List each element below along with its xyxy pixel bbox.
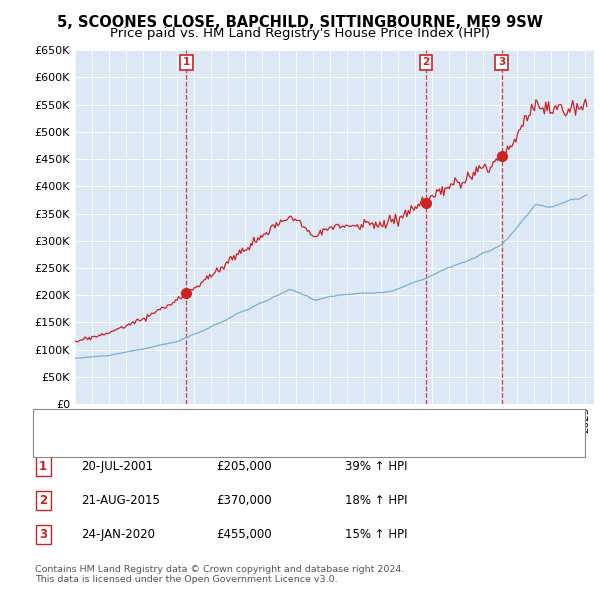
Text: 1: 1 (39, 460, 47, 473)
Text: 39% ↑ HPI: 39% ↑ HPI (345, 460, 407, 473)
Text: 1: 1 (183, 57, 190, 67)
Text: 3: 3 (498, 57, 505, 67)
Text: 24-JAN-2020: 24-JAN-2020 (81, 528, 155, 541)
Text: HPI: Average price, detached house, Swale: HPI: Average price, detached house, Swal… (70, 441, 310, 450)
Text: 5, SCOONES CLOSE, BAPCHILD, SITTINGBOURNE, ME9 9SW: 5, SCOONES CLOSE, BAPCHILD, SITTINGBOURN… (57, 15, 543, 30)
Text: 15% ↑ HPI: 15% ↑ HPI (345, 528, 407, 541)
Text: Price paid vs. HM Land Registry's House Price Index (HPI): Price paid vs. HM Land Registry's House … (110, 27, 490, 40)
Text: 3: 3 (39, 528, 47, 541)
Text: 18% ↑ HPI: 18% ↑ HPI (345, 494, 407, 507)
Text: 21-AUG-2015: 21-AUG-2015 (81, 494, 160, 507)
Text: 2: 2 (422, 57, 430, 67)
Text: Contains HM Land Registry data © Crown copyright and database right 2024.
This d: Contains HM Land Registry data © Crown c… (35, 565, 404, 584)
Text: 5, SCOONES CLOSE, BAPCHILD, SITTINGBOURNE, ME9 9SW (detached house): 5, SCOONES CLOSE, BAPCHILD, SITTINGBOURN… (70, 417, 502, 427)
Text: £370,000: £370,000 (216, 494, 272, 507)
Text: £205,000: £205,000 (216, 460, 272, 473)
Text: 2: 2 (39, 494, 47, 507)
Text: 20-JUL-2001: 20-JUL-2001 (81, 460, 153, 473)
Text: £455,000: £455,000 (216, 528, 272, 541)
